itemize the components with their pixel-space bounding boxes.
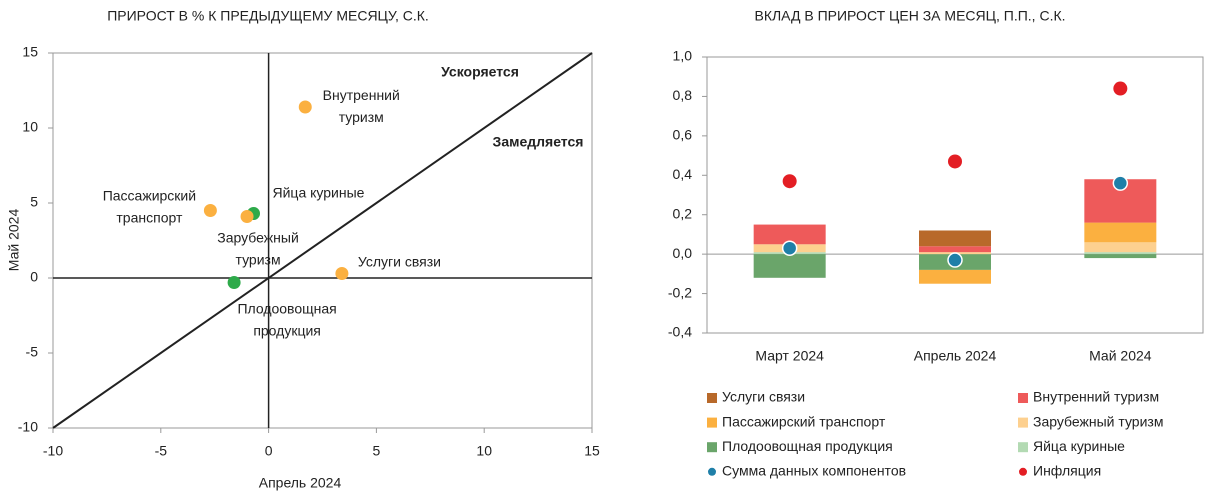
legend-label: Плодоовощная продукция — [722, 438, 893, 454]
legend-label: Зарубежный туризм — [1033, 413, 1163, 429]
bar-segment — [753, 254, 826, 278]
legend-marker — [1018, 393, 1028, 403]
point-label: Услуги связи — [358, 253, 441, 269]
x-tick-label: 10 — [476, 443, 492, 459]
legend-label: Сумма данных компонентов — [722, 463, 906, 479]
y-tick-label: 0,4 — [673, 166, 693, 182]
y-tick-label: -10 — [18, 419, 38, 435]
legend-marker — [707, 442, 717, 453]
bar-segment — [919, 246, 991, 253]
x-tick-label: -5 — [155, 443, 168, 459]
y-tick-label: 1,0 — [673, 48, 693, 64]
point — [335, 267, 349, 280]
y-tick-label: 0,6 — [673, 127, 693, 143]
point — [227, 276, 241, 289]
y-tick-label: 10 — [22, 119, 38, 135]
bar-segment — [1084, 254, 1157, 259]
y-tick-label: 0,2 — [673, 205, 693, 221]
legend-marker — [1018, 442, 1028, 453]
diagonal — [52, 52, 593, 429]
legend-label: Услуги связи — [722, 389, 805, 405]
y-tick-label: 0,0 — [673, 245, 693, 261]
dot — [782, 174, 797, 189]
legend-marker — [1019, 467, 1027, 476]
point — [203, 204, 217, 217]
plot-frame — [706, 56, 1204, 334]
x-tick-label: Апрель 2024 — [914, 348, 997, 364]
point-label: Зарубежный туризм — [217, 229, 299, 267]
legend-label: Пассажирский транспорт — [722, 413, 886, 429]
x-tick-label: -10 — [43, 443, 63, 459]
point-label: Пассажирский транспорт — [103, 187, 196, 225]
annotation: Ускоряется — [441, 64, 519, 80]
plot-frame — [52, 52, 593, 429]
bar-segment — [1084, 242, 1157, 253]
legend-marker — [708, 467, 716, 476]
y-axis-label: Май 2024 — [6, 209, 22, 272]
legend-label: Яйца куриные — [1033, 438, 1125, 454]
dot — [948, 154, 962, 169]
y-tick-label: -0,2 — [668, 284, 692, 300]
dot — [1112, 175, 1129, 191]
bar-segment — [1084, 252, 1157, 255]
x-tick-label: Май 2024 — [1089, 348, 1152, 364]
bar-segment — [919, 230, 991, 247]
legend-label: Инфляция — [1033, 463, 1101, 479]
dot — [947, 252, 963, 268]
x-tick-label: 0 — [265, 443, 273, 459]
chart-title: ВКЛАД В ПРИРОСТ ЦЕН ЗА МЕСЯЦ, П.П., С.К. — [754, 8, 1065, 24]
y-tick-label: 0,8 — [673, 87, 693, 103]
dot — [1113, 81, 1128, 96]
point-label: Плодоовощная продукция — [237, 300, 336, 338]
x-axis-label: Апрель 2024 — [259, 475, 342, 491]
legend-marker — [1018, 417, 1028, 428]
legend-label: Внутренний туризм — [1033, 389, 1159, 405]
bar-segment — [1084, 222, 1157, 243]
y-tick-label: 5 — [30, 194, 38, 210]
x-tick-label: 5 — [373, 443, 381, 459]
point-label: Яйца куриные — [273, 184, 365, 200]
y-tick-label: 15 — [22, 44, 38, 60]
annotation: Замедляется — [493, 134, 584, 150]
y-tick-label: -0,4 — [668, 324, 692, 340]
y-tick-label: 0 — [30, 269, 38, 285]
bar-segment — [753, 224, 826, 245]
dot — [781, 240, 798, 256]
point-label: Внутренний туризм — [323, 87, 400, 125]
y-tick-label: -5 — [26, 344, 39, 360]
bar-segment — [919, 269, 991, 284]
x-tick-label: Март 2024 — [755, 348, 824, 364]
legend-marker — [707, 417, 717, 428]
x-tick-label: 15 — [584, 443, 600, 459]
chart-title: ПРИРОСТ В % К ПРЕДЫДУЩЕМУ МЕСЯЦУ, С.К. — [107, 8, 429, 24]
point — [240, 210, 254, 223]
legend-marker — [707, 393, 717, 403]
point — [298, 100, 312, 114]
